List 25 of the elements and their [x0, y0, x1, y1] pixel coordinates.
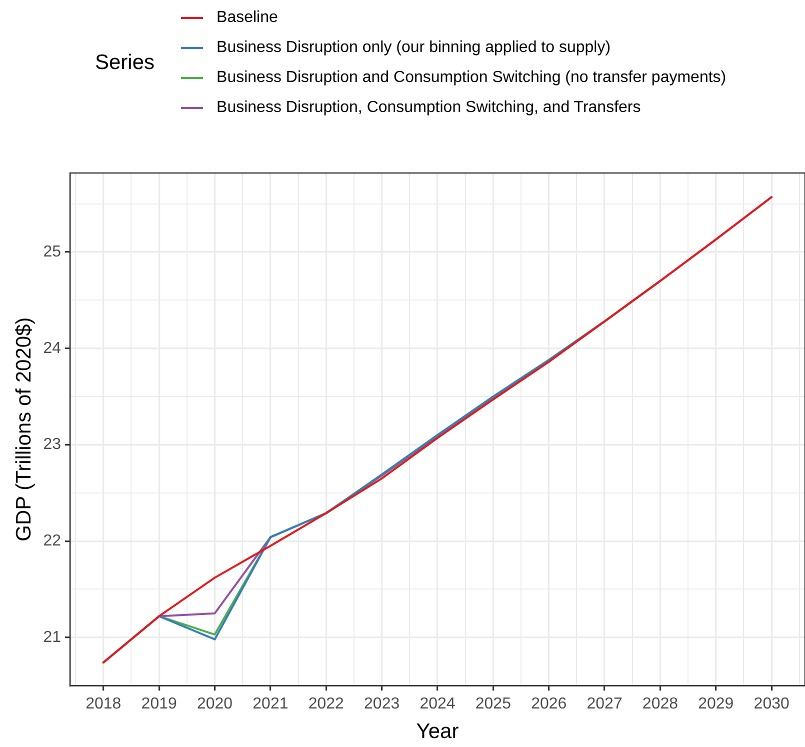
legend-title: Series — [95, 50, 155, 74]
legend-label: Business Disruption, Consumption Switching, and Transfers — [216, 98, 641, 116]
x-tick-label: 2022 — [308, 696, 344, 713]
y-axis-title: GDP (Trillions of 2020$) — [12, 317, 36, 542]
legend-label: Business Disruption and Consumption Switching (no transfer payments) — [216, 68, 726, 86]
x-axis-title: Year — [416, 720, 459, 744]
x-tick-label: 2029 — [698, 696, 734, 713]
x-tick-label: 2023 — [364, 696, 400, 713]
x-tick-label: 2018 — [86, 696, 122, 713]
x-tick-label: 2019 — [141, 696, 177, 713]
x-tick-label: 2028 — [642, 696, 678, 713]
y-tick-label: 21 — [43, 628, 62, 646]
x-tick-label: 2026 — [531, 696, 567, 713]
y-tick-label: 25 — [43, 243, 62, 260]
y-tick-label: 24 — [43, 340, 62, 357]
y-tick-label: 23 — [43, 436, 62, 454]
x-tick-label: 2025 — [475, 696, 512, 713]
y-tick-label: 22 — [43, 532, 62, 550]
x-tick-label: 2027 — [586, 696, 622, 713]
x-tick-label: 2020 — [196, 696, 233, 713]
legend-label: Baseline — [216, 8, 278, 26]
legend-label: Business Disruption only (our binning applied to supply) — [216, 38, 611, 56]
x-tick-label: 2021 — [252, 696, 288, 713]
x-tick-label: 2024 — [420, 696, 456, 713]
x-tick-label: 2030 — [754, 696, 790, 713]
